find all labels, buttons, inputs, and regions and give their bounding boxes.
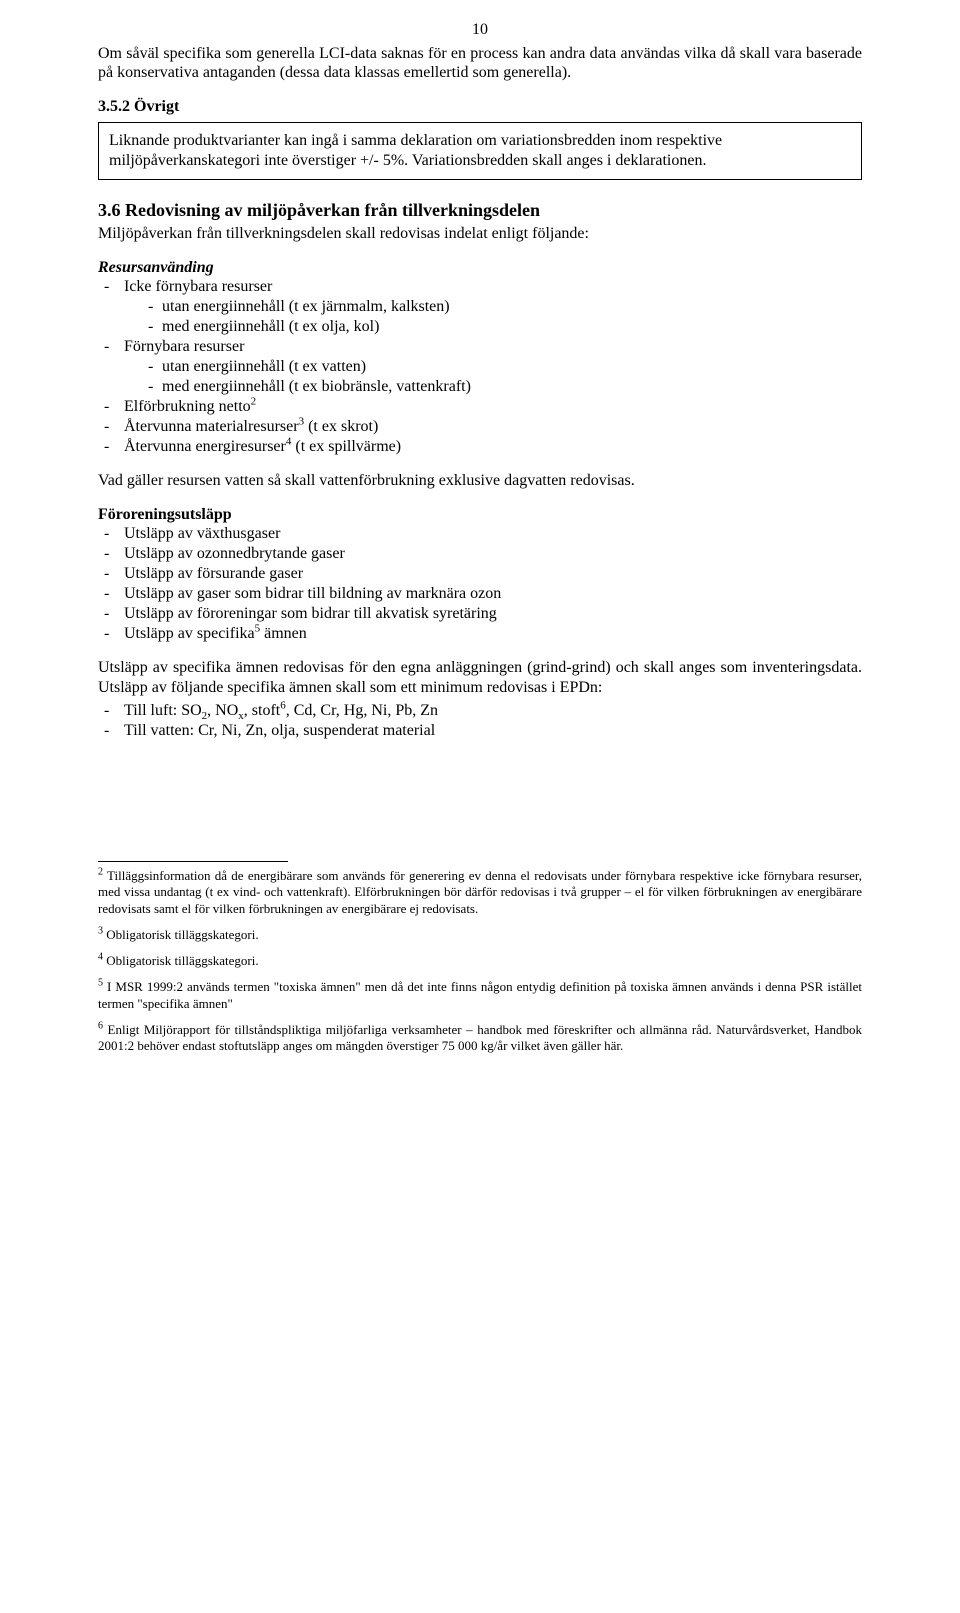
footnote-text: Obligatorisk tilläggskategori. <box>103 953 259 968</box>
list-item: Förnybara resurser utan energiinnehåll (… <box>98 337 862 397</box>
footnote-text: Obligatorisk tilläggskategori. <box>103 927 259 942</box>
item-text: Förnybara resurser <box>124 338 244 355</box>
intro-paragraph: Om såväl specifika som generella LCI-dat… <box>98 44 862 83</box>
item-text-tail: (t ex skrot) <box>304 418 378 435</box>
info-box-variation: Liknande produktvarianter kan ingå i sam… <box>98 122 862 180</box>
list-item: Utsläpp av specifika5 ämnen <box>98 624 862 644</box>
list-item: Utsläpp av försurande gaser <box>98 564 862 584</box>
pollution-list: Utsläpp av växthusgaser Utsläpp av ozonn… <box>98 524 862 644</box>
air-text-4: , Cd, Cr, Hg, Ni, Pb, Zn <box>286 702 438 719</box>
list-item: Återvunna materialresurser3 (t ex skrot) <box>98 417 862 437</box>
list-item: Till luft: SO2, NOx, stoft6, Cd, Cr, Hg,… <box>98 701 862 721</box>
heading-3-6: 3.6 Redovisning av miljöpåverkan från ti… <box>98 200 862 222</box>
sub-list: utan energiinnehåll (t ex järnmalm, kalk… <box>124 297 862 337</box>
item-text: Återvunna materialresurser <box>124 418 299 435</box>
footnote-text: I MSR 1999:2 används termen "toxiska ämn… <box>98 979 862 1010</box>
list-item: med energiinnehåll (t ex olja, kol) <box>124 317 862 337</box>
list-item: Till vatten: Cr, Ni, Zn, olja, suspender… <box>98 721 862 741</box>
item-text-tail: (t ex spillvärme) <box>291 438 401 455</box>
resources-list: Icke förnybara resurser utan energiinneh… <box>98 277 862 457</box>
footnote-text: Enligt Miljörapport för tillståndsplikti… <box>98 1022 862 1053</box>
footnote-3: 3 Obligatorisk tilläggskategori. <box>98 927 862 943</box>
list-item: Icke förnybara resurser utan energiinneh… <box>98 277 862 337</box>
list-item: Utsläpp av föroreningar som bidrar till … <box>98 604 862 624</box>
document-page: 10 Om såväl specifika som generella LCI-… <box>0 0 960 1104</box>
list-item: Återvunna energiresurser4 (t ex spillvär… <box>98 437 862 457</box>
heading-3-5-2: 3.5.2 Övrigt <box>98 97 862 117</box>
footnote-5: 5 I MSR 1999:2 används termen "toxiska ä… <box>98 979 862 1012</box>
footnote-6: 6 Enligt Miljörapport för tillståndsplik… <box>98 1022 862 1055</box>
list-item: utan energiinnehåll (t ex järnmalm, kalk… <box>124 297 862 317</box>
footnote-separator <box>98 861 288 862</box>
pollution-heading: Föroreningsutsläpp <box>98 505 862 525</box>
list-item: Utsläpp av gaser som bidrar till bildnin… <box>98 584 862 604</box>
list-item: Elförbrukning netto2 <box>98 397 862 417</box>
air-text-3: , stoft <box>244 702 280 719</box>
air-text-1: Till luft: SO <box>124 702 202 719</box>
air-text-2: , NO <box>207 702 238 719</box>
list-item: Utsläpp av växthusgaser <box>98 524 862 544</box>
specific-paragraph: Utsläpp av specifika ämnen redovisas för… <box>98 658 862 697</box>
item-text: Utsläpp av specifika <box>124 625 255 642</box>
footnote-4: 4 Obligatorisk tilläggskategori. <box>98 953 862 969</box>
footnote-ref-2: 2 <box>251 396 257 408</box>
footnote-2: 2 Tilläggsinformation då de energibärare… <box>98 868 862 917</box>
specific-list: Till luft: SO2, NOx, stoft6, Cd, Cr, Hg,… <box>98 701 862 741</box>
item-text-tail: ämnen <box>260 625 307 642</box>
water-note: Vad gäller resursen vatten så skall vatt… <box>98 471 862 491</box>
item-text: Återvunna energiresurser <box>124 438 286 455</box>
sec36-lead: Miljöpåverkan från tillverkningsdelen sk… <box>98 224 862 244</box>
item-text: Elförbrukning netto <box>124 398 251 415</box>
footnote-text: Tilläggsinformation då de energibärare s… <box>98 868 862 916</box>
resources-heading: Resursanvänding <box>98 258 862 278</box>
item-text: Icke förnybara resurser <box>124 278 272 295</box>
list-item: Utsläpp av ozonnedbrytande gaser <box>98 544 862 564</box>
page-number: 10 <box>98 20 862 40</box>
list-item: utan energiinnehåll (t ex vatten) <box>124 357 862 377</box>
list-item: med energiinnehåll (t ex biobränsle, vat… <box>124 377 862 397</box>
sub-list: utan energiinnehåll (t ex vatten) med en… <box>124 357 862 397</box>
